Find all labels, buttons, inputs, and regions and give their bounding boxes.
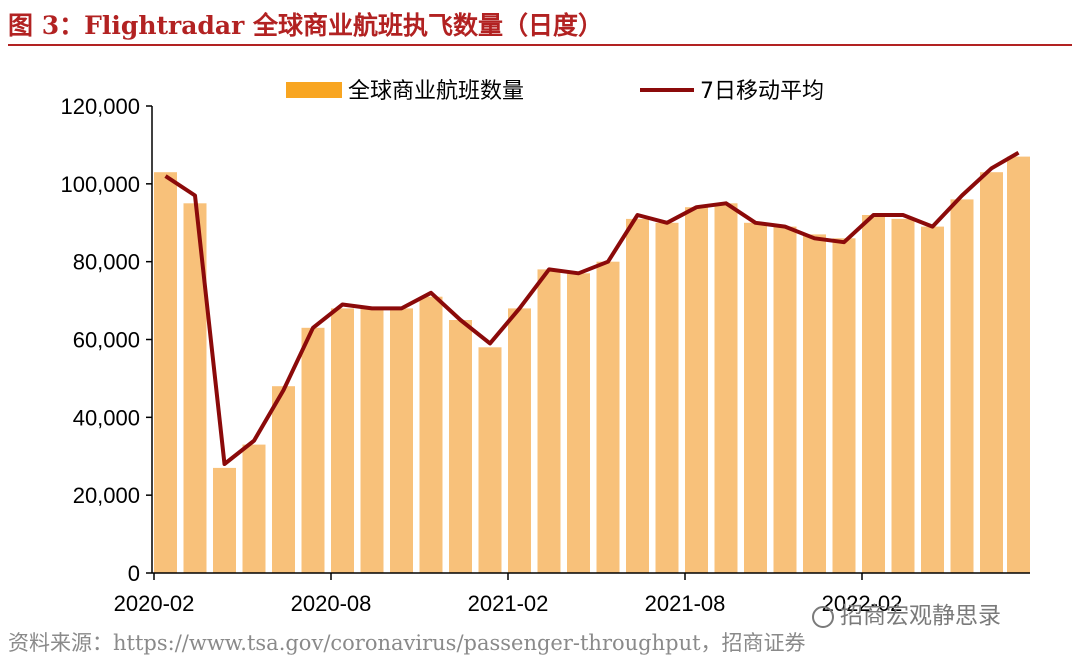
bar bbox=[567, 273, 590, 573]
bar bbox=[921, 226, 944, 573]
bar bbox=[803, 234, 826, 573]
bar bbox=[596, 261, 620, 573]
y-tick-labels: 0 20,000 40,000 60,000 80,000 100,000 120,000 bbox=[60, 94, 152, 586]
y-tick-label: 40,000 bbox=[73, 405, 140, 430]
bar bbox=[862, 215, 885, 573]
legend-bar-swatch bbox=[286, 82, 342, 98]
y-tick-label: 60,000 bbox=[73, 328, 140, 353]
bar bbox=[714, 203, 738, 574]
bar bbox=[213, 467, 236, 573]
legend-bar-label: 全球商业航班数量 bbox=[348, 79, 524, 104]
x-tick-labels: 2020-02 2020-08 2021-02 2021-08 2022-02 bbox=[114, 573, 903, 616]
x-tick-label: 2020-08 bbox=[291, 591, 372, 616]
bar bbox=[272, 386, 295, 573]
y-tick-label: 80,000 bbox=[73, 250, 140, 275]
wechat-icon bbox=[812, 605, 834, 628]
y-tick-label: 120,000 bbox=[60, 94, 140, 119]
moving-average-line bbox=[164, 150, 1020, 466]
figure-title: 图 3：Flightradar 全球商业航班执飞数量（日度） bbox=[8, 11, 603, 40]
bar bbox=[360, 308, 384, 573]
bar-series bbox=[154, 156, 1030, 574]
legend: 全球商业航班数量 7日移动平均 bbox=[286, 79, 824, 104]
bar bbox=[950, 199, 974, 573]
x-tick-label: 2021-02 bbox=[468, 591, 549, 616]
bar bbox=[1007, 156, 1030, 573]
bar bbox=[301, 327, 325, 573]
bar bbox=[626, 218, 649, 573]
y-tick-label: 100,000 bbox=[60, 172, 140, 197]
bar bbox=[508, 308, 531, 573]
bar bbox=[183, 203, 207, 574]
bar bbox=[419, 296, 443, 573]
bar bbox=[537, 269, 561, 573]
x-tick-label: 2020-02 bbox=[114, 591, 195, 616]
bar bbox=[655, 222, 679, 574]
watermark: 招商宏观静思录 bbox=[812, 596, 1001, 630]
bar bbox=[891, 218, 915, 573]
y-tick-label: 20,000 bbox=[73, 483, 140, 508]
y-tick-label: 0 bbox=[128, 561, 140, 586]
source-note: 资料来源：https://www.tsa.gov/coronavirus/pas… bbox=[8, 631, 806, 655]
bar bbox=[478, 347, 502, 573]
bar bbox=[331, 308, 354, 573]
bar bbox=[832, 238, 856, 574]
bar bbox=[242, 444, 266, 573]
bar bbox=[685, 207, 708, 573]
bar bbox=[390, 308, 413, 573]
title-rule bbox=[8, 44, 1072, 46]
bar bbox=[744, 222, 767, 574]
legend-line-label: 7日移动平均 bbox=[700, 79, 824, 104]
bar bbox=[773, 226, 797, 573]
watermark-text: 招商宏观静思录 bbox=[840, 603, 1001, 629]
bar bbox=[154, 172, 177, 573]
x-tick-label: 2022-02 bbox=[822, 591, 903, 616]
x-tick-label: 2021-08 bbox=[645, 591, 726, 616]
bar bbox=[449, 320, 472, 573]
bar bbox=[980, 172, 1003, 573]
